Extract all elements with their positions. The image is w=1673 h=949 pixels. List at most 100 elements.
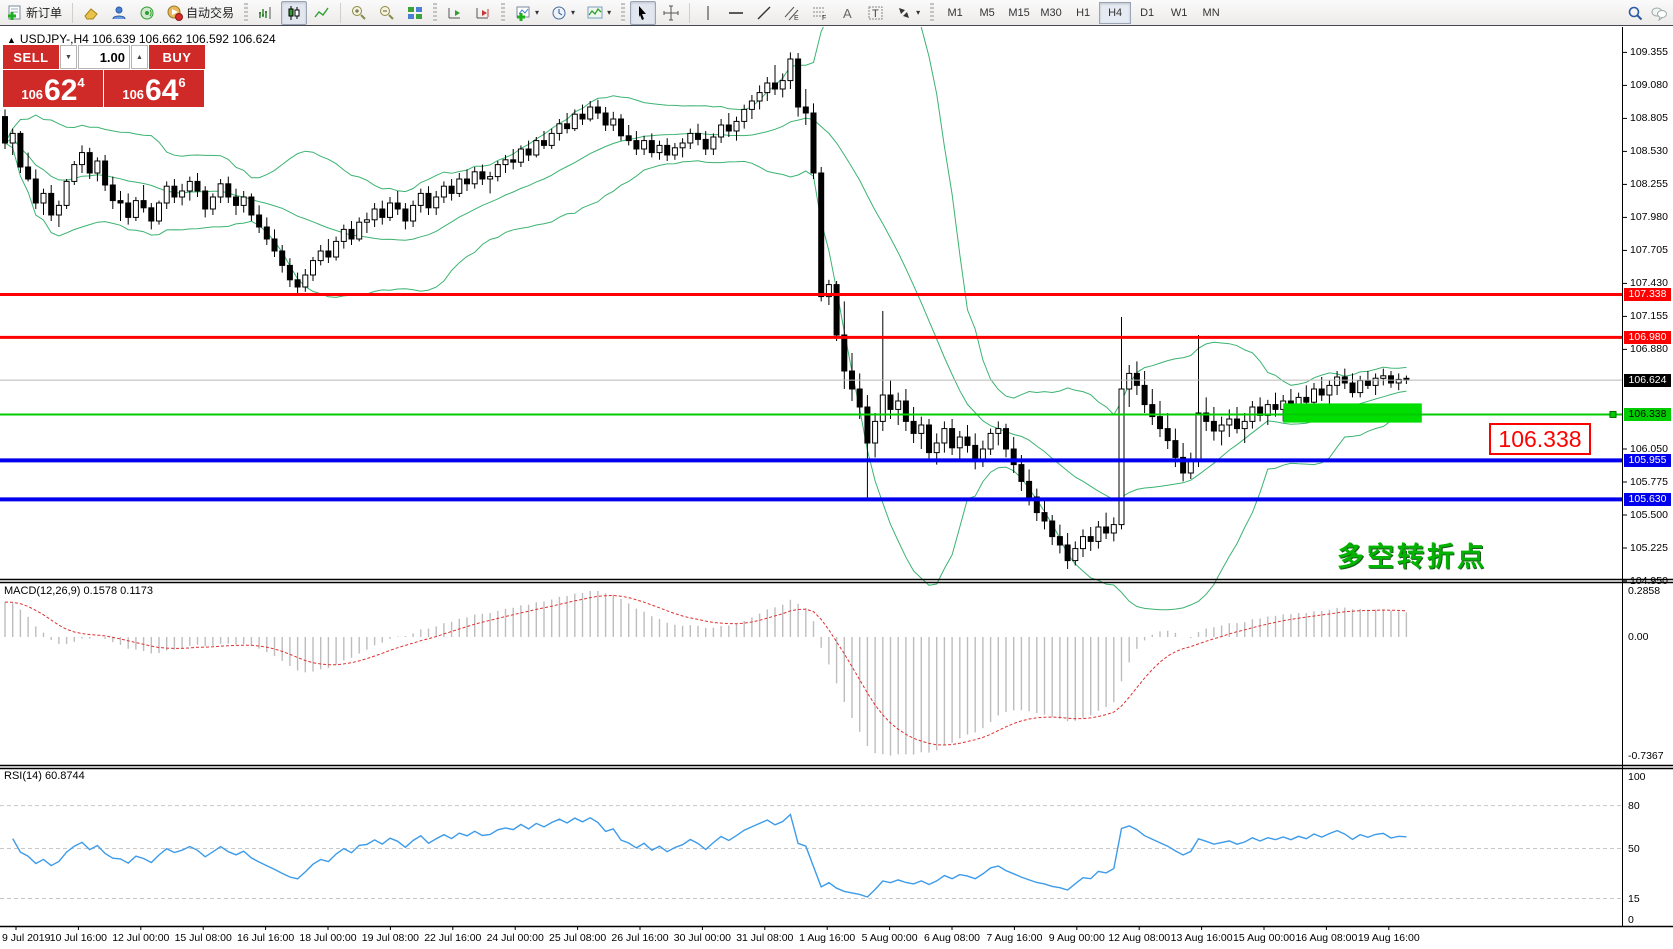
candle-body: [548, 132, 555, 146]
candle-body: [579, 113, 586, 120]
time-axis-label: 9 Aug 00:00: [1048, 932, 1105, 944]
community-button[interactable]: [106, 1, 132, 25]
candle-body: [772, 82, 778, 90]
candle-body: [1149, 404, 1156, 418]
candle-body: [448, 185, 455, 194]
candle-body: [1103, 526, 1110, 534]
tile-windows-button[interactable]: [402, 1, 428, 25]
candle-body: [671, 147, 678, 156]
collapse-arrow-icon[interactable]: ▲: [7, 35, 16, 45]
crosshair-tool-button[interactable]: [658, 1, 684, 25]
channel-tool-button[interactable]: E: [779, 1, 805, 25]
candle-body: [725, 124, 732, 132]
new-order-button[interactable]: 新订单: [2, 1, 67, 25]
dropdown-caret: ▾: [607, 8, 612, 17]
line-chart-icon: [314, 5, 330, 21]
price-callout-label[interactable]: 106.338: [1489, 423, 1591, 455]
support-zone-rect[interactable]: [1283, 403, 1422, 423]
trendline-tool-button[interactable]: [751, 1, 777, 25]
candle-body: [202, 190, 209, 210]
callout-handle[interactable]: [1609, 410, 1617, 418]
time-axis-label: 22 Jul 16:00: [424, 932, 482, 944]
candle-body: [887, 394, 894, 410]
volume-up-button[interactable]: ▲: [131, 45, 148, 69]
timeframe-h4-button[interactable]: H4: [1099, 1, 1132, 24]
candle-body: [294, 279, 301, 288]
vertical-line-tool-button[interactable]: [695, 1, 721, 25]
volume-down-button[interactable]: ▼: [60, 45, 77, 69]
chart-shift-button[interactable]: [470, 1, 496, 25]
auto-scroll-button[interactable]: [442, 1, 468, 25]
horizontal-line-tool-button[interactable]: [723, 1, 749, 25]
candle-body: [263, 226, 270, 240]
arrows-tool-button[interactable]: ▾: [891, 1, 925, 25]
zoom-out-button[interactable]: [374, 1, 400, 25]
buy-price-display[interactable]: 106 64 6: [104, 70, 204, 107]
fibonacci-tool-button[interactable]: F: [807, 1, 833, 25]
candle-body: [1311, 388, 1317, 403]
indicators-button[interactable]: ▾: [582, 1, 616, 25]
vertical-line-icon: [700, 5, 716, 21]
time-axis-label: 6 Aug 08:00: [923, 932, 981, 944]
market-watch-button[interactable]: [78, 1, 104, 25]
chart-window[interactable]: ▲ USDJPY-,H4 106.639 106.662 106.592 106.…: [0, 27, 1673, 949]
candle-body: [310, 260, 316, 276]
candle-body: [394, 202, 401, 210]
candle-body: [825, 284, 832, 298]
timeframe-d1-button[interactable]: D1: [1140, 6, 1155, 19]
new-chart-button[interactable]: ▾: [510, 1, 544, 25]
candle-body: [787, 58, 794, 82]
timeframe-mn-button[interactable]: MN: [1202, 6, 1220, 19]
candle-body: [564, 123, 571, 130]
toolbar-grip: [621, 2, 626, 23]
sell-button[interactable]: SELL: [3, 45, 59, 69]
chat-icon[interactable]: [1651, 5, 1667, 21]
sell-price-display[interactable]: 106 62 4: [3, 70, 103, 107]
bollinger-lower-band: [4, 142, 1407, 611]
price-badge: 106.338: [1624, 407, 1671, 421]
buy-button[interactable]: BUY: [149, 45, 205, 69]
timeframe-m15-button[interactable]: M15: [1008, 6, 1030, 19]
candle-body: [32, 178, 39, 204]
toolbar-grip: [244, 2, 249, 23]
candle-body: [795, 58, 802, 108]
period-button[interactable]: ▾: [546, 1, 580, 25]
candle-body: [94, 160, 101, 174]
time-axis-label: 19 Aug 16:00: [1357, 932, 1420, 944]
toolbar-right: [1627, 5, 1667, 21]
timeframe-m5-button[interactable]: M5: [979, 6, 995, 19]
volume-input[interactable]: 1.00: [78, 45, 130, 69]
candle-body: [810, 112, 817, 174]
time-axis-label: 16 Aug 08:00: [1295, 932, 1358, 944]
timeframe-m30-button[interactable]: M30: [1040, 6, 1062, 19]
price-badge: 105.630: [1624, 492, 1671, 506]
turning-point-annotation[interactable]: 多空转折点: [1337, 542, 1487, 572]
candle-body: [995, 428, 1002, 434]
candle-body: [748, 100, 755, 110]
cursor-tool-button[interactable]: [630, 0, 657, 25]
text-tool-button[interactable]: A: [835, 1, 861, 25]
candle-body: [1318, 388, 1325, 396]
time-axis-label: 15 Aug 00:00: [1233, 932, 1295, 944]
candle-body: [79, 152, 85, 166]
candle-body: [1241, 420, 1248, 430]
timeframe-w1-button[interactable]: W1: [1170, 6, 1188, 19]
zoom-in-button[interactable]: [346, 1, 372, 25]
candle-body: [1049, 520, 1056, 538]
price-tick-label: 107.430: [1630, 277, 1668, 290]
candlestick-chart-type-button[interactable]: [281, 0, 308, 25]
timeframe-m1-button[interactable]: M1: [947, 6, 963, 19]
candle-body: [1372, 377, 1379, 386]
candle-body: [1133, 372, 1140, 386]
search-icon[interactable]: [1627, 5, 1643, 21]
autotrade-button[interactable]: 自动交易: [162, 1, 239, 25]
chart-canvas[interactable]: [0, 27, 1673, 949]
candle-body: [1141, 384, 1148, 406]
chart-shift-icon: [475, 5, 491, 21]
line-chart-type-button[interactable]: [309, 1, 335, 25]
bar-chart-type-button[interactable]: [253, 1, 279, 25]
signals-button[interactable]: [134, 1, 160, 25]
timeframe-h1-button[interactable]: H1: [1076, 6, 1091, 19]
text-label-tool-button[interactable]: T: [863, 1, 889, 25]
